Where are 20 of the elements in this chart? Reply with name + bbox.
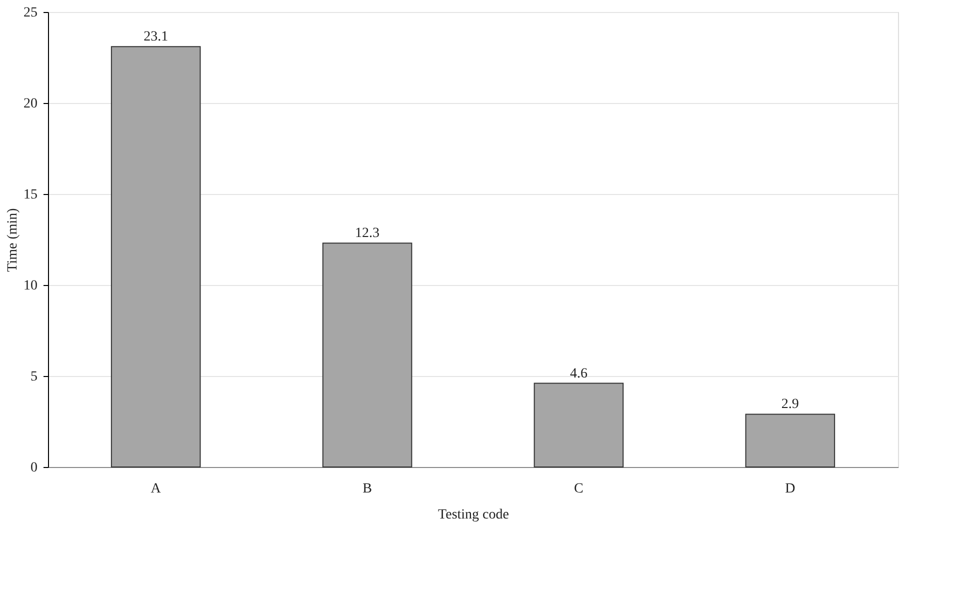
x-tick-label: C: [574, 482, 584, 496]
bar: [745, 414, 836, 468]
x-tick-label: B: [362, 482, 372, 496]
y-tick-label: 25: [24, 6, 38, 20]
y-tick-label: 15: [24, 188, 38, 202]
y-tick-label: 20: [24, 96, 38, 112]
y-axis-title: Time (min): [6, 208, 20, 272]
bar: [534, 382, 624, 468]
x-tick-label: D: [785, 482, 796, 496]
x-tick-label: A: [150, 482, 162, 496]
data-label: 12.3: [355, 226, 380, 242]
x-axis-title: Testing code: [438, 508, 509, 522]
data-label: 23.1: [144, 30, 168, 45]
data-label: 2.9: [781, 397, 799, 412]
y-tick-label: 5: [30, 370, 38, 384]
data-label: 4.6: [570, 366, 588, 382]
bar: [110, 46, 201, 468]
y-tick-label: 0: [30, 460, 38, 476]
bar: [322, 242, 412, 468]
y-tick-label: 10: [24, 278, 38, 294]
